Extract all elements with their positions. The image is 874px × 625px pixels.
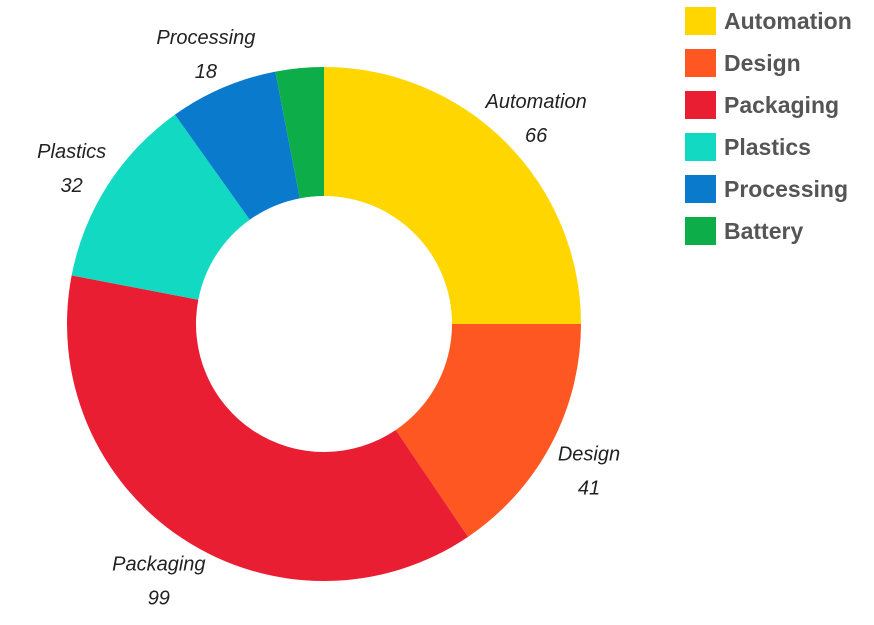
legend-swatch-processing [685,175,716,203]
slice-design [395,324,581,537]
legend-item-automation: Automation [685,0,852,42]
legend: Automation Design Packaging Plastics Process… [685,0,852,252]
slices-group [67,67,581,581]
legend-label-processing: Processing [724,175,848,202]
legend-swatch-automation [685,7,716,35]
legend-item-packaging: Packaging [685,84,852,126]
data-label-automation-name: Automation [485,91,587,113]
legend-label-automation: Automation [724,7,852,34]
data-label-design-name: Design [558,444,620,466]
legend-label-packaging: Packaging [724,91,840,118]
legend-swatch-plastics [685,133,716,161]
legend-item-processing: Processing [685,168,852,210]
data-label-processing-name: Processing [156,27,255,49]
legend-label-design: Design [724,49,801,76]
legend-item-battery: Battery [685,210,852,252]
slice-plastics [71,114,250,300]
slice-packaging [67,275,469,581]
legend-swatch-design [685,49,716,77]
legend-item-design: Design [685,42,852,84]
legend-swatch-packaging [685,91,716,119]
slice-automation [324,67,581,324]
data-label-packaging-name: Packaging [112,553,205,575]
data-label-design-value: 41 [578,478,600,500]
data-labels-group: Automation 66 Design 41 Packaging 99 Plastics 3… [37,27,620,609]
legend-label-plastics: Plastics [724,133,811,160]
data-label-packaging-value: 99 [148,587,170,609]
slice-battery [275,67,324,199]
legend-label-battery: Battery [724,217,804,244]
data-label-automation-value: 66 [525,125,548,147]
legend-item-plastics: Plastics [685,126,852,168]
data-label-plastics-value: 32 [60,175,82,197]
data-label-plastics-name: Plastics [37,141,106,163]
data-label-processing-value: 18 [195,61,217,83]
slice-processing [174,71,300,220]
legend-swatch-battery [685,217,716,245]
